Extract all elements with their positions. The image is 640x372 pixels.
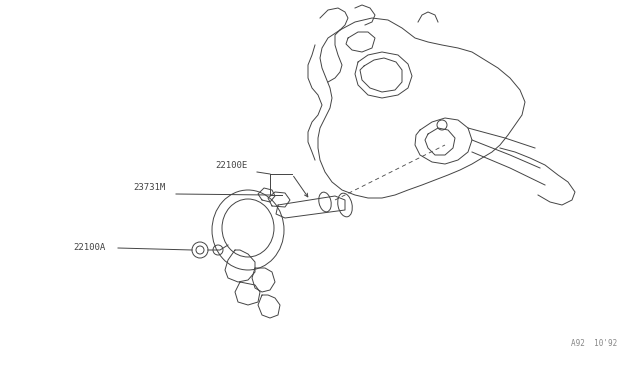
Text: 22100E: 22100E xyxy=(215,161,247,170)
Text: A92  10'92: A92 10'92 xyxy=(571,339,617,348)
Text: 23731M: 23731M xyxy=(133,183,165,192)
Text: 22100A: 22100A xyxy=(73,243,105,251)
